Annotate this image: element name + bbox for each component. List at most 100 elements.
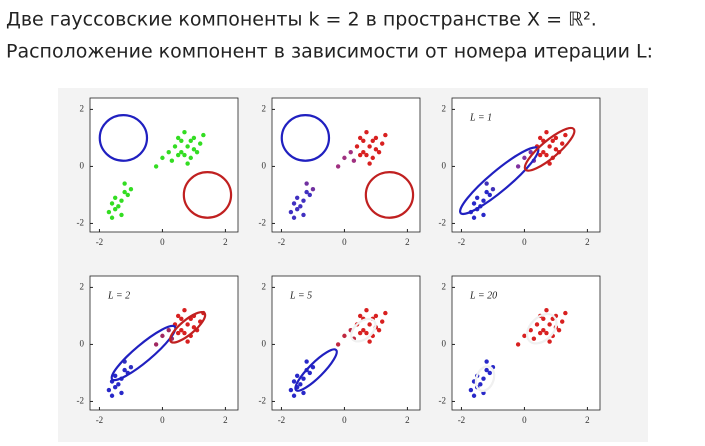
point [342, 155, 347, 161]
point [119, 390, 124, 396]
point [544, 308, 549, 313]
point [179, 316, 184, 321]
point [119, 212, 124, 218]
point [383, 132, 388, 138]
point [474, 195, 480, 200]
x-tick-label: 2 [405, 415, 410, 425]
component-ellipse [350, 317, 377, 343]
y-tick-label: -2 [439, 396, 447, 406]
point [175, 330, 181, 336]
point [291, 215, 297, 220]
component-ellipse [525, 312, 558, 345]
point [367, 161, 372, 166]
x-tick-label: -2 [278, 415, 286, 425]
point [160, 155, 165, 161]
point [294, 373, 300, 378]
point [342, 333, 347, 339]
component-ellipse [523, 126, 576, 172]
point [179, 327, 184, 333]
point [116, 204, 121, 209]
point [367, 339, 372, 344]
y-tick-label: -2 [439, 218, 447, 228]
x-tick-label: 0 [160, 237, 165, 247]
y-tick-label: 2 [262, 281, 267, 291]
point [515, 342, 521, 347]
component-ellipse [280, 114, 331, 162]
point [553, 135, 559, 141]
point [367, 144, 372, 149]
x-tick-label: -2 [458, 237, 466, 247]
point [160, 333, 165, 339]
point [364, 152, 369, 158]
point [112, 195, 118, 200]
point [185, 339, 190, 344]
point [335, 342, 341, 347]
point [380, 141, 385, 146]
point [198, 141, 203, 146]
point [307, 370, 312, 376]
y-tick-label: -2 [77, 396, 85, 406]
point [304, 181, 309, 186]
point [310, 187, 316, 192]
y-tick-label: -2 [259, 218, 267, 228]
component-ellipse [474, 365, 496, 392]
point [361, 149, 366, 155]
point [348, 149, 353, 155]
point [179, 138, 184, 143]
point [541, 316, 546, 321]
x-tick-label: 2 [223, 415, 228, 425]
point [307, 192, 312, 198]
component-ellipse [182, 171, 233, 219]
heading-line: Две гауссовские компоненты k = 2 в прост… [6, 9, 597, 31]
point [361, 327, 366, 333]
point [191, 325, 197, 330]
point [166, 149, 171, 155]
point [481, 376, 486, 381]
point [484, 359, 489, 364]
point [354, 144, 360, 149]
x-tick-label: 0 [342, 237, 347, 247]
point [370, 138, 375, 143]
point [367, 322, 372, 327]
x-tick-label: 0 [342, 415, 347, 425]
y-tick-label: 2 [262, 103, 267, 113]
point [310, 365, 316, 370]
point [484, 189, 489, 195]
point [294, 206, 300, 212]
x-tick-label: -2 [96, 415, 104, 425]
x-tick-label: 2 [585, 237, 590, 247]
point [515, 164, 521, 169]
point [547, 339, 552, 344]
point [487, 192, 492, 198]
component-ellipse [169, 311, 207, 344]
x-tick-label: -2 [96, 237, 104, 247]
point [304, 359, 309, 364]
point [201, 132, 206, 138]
point [119, 198, 124, 203]
point [175, 135, 181, 141]
point [478, 382, 483, 387]
point [106, 209, 112, 215]
panel: -2 0 2 -2 0 2 [259, 97, 421, 247]
point [528, 327, 533, 333]
x-tick-label: 0 [160, 415, 165, 425]
point [175, 313, 181, 319]
point [487, 370, 492, 376]
point [122, 189, 127, 195]
point [537, 135, 543, 141]
point [153, 164, 159, 169]
point [116, 382, 121, 387]
point [288, 387, 294, 393]
x-tick-label: -2 [278, 237, 286, 247]
point [364, 308, 369, 313]
y-tick-label: 2 [80, 281, 85, 291]
point [185, 144, 190, 149]
point [534, 322, 540, 327]
point [335, 164, 341, 169]
panel: -2 0 2 -2 0 2 L = 2 [77, 275, 239, 425]
point [531, 336, 537, 341]
point [109, 393, 115, 398]
y-tick-label: -2 [77, 218, 85, 228]
y-tick-label: -2 [259, 396, 267, 406]
